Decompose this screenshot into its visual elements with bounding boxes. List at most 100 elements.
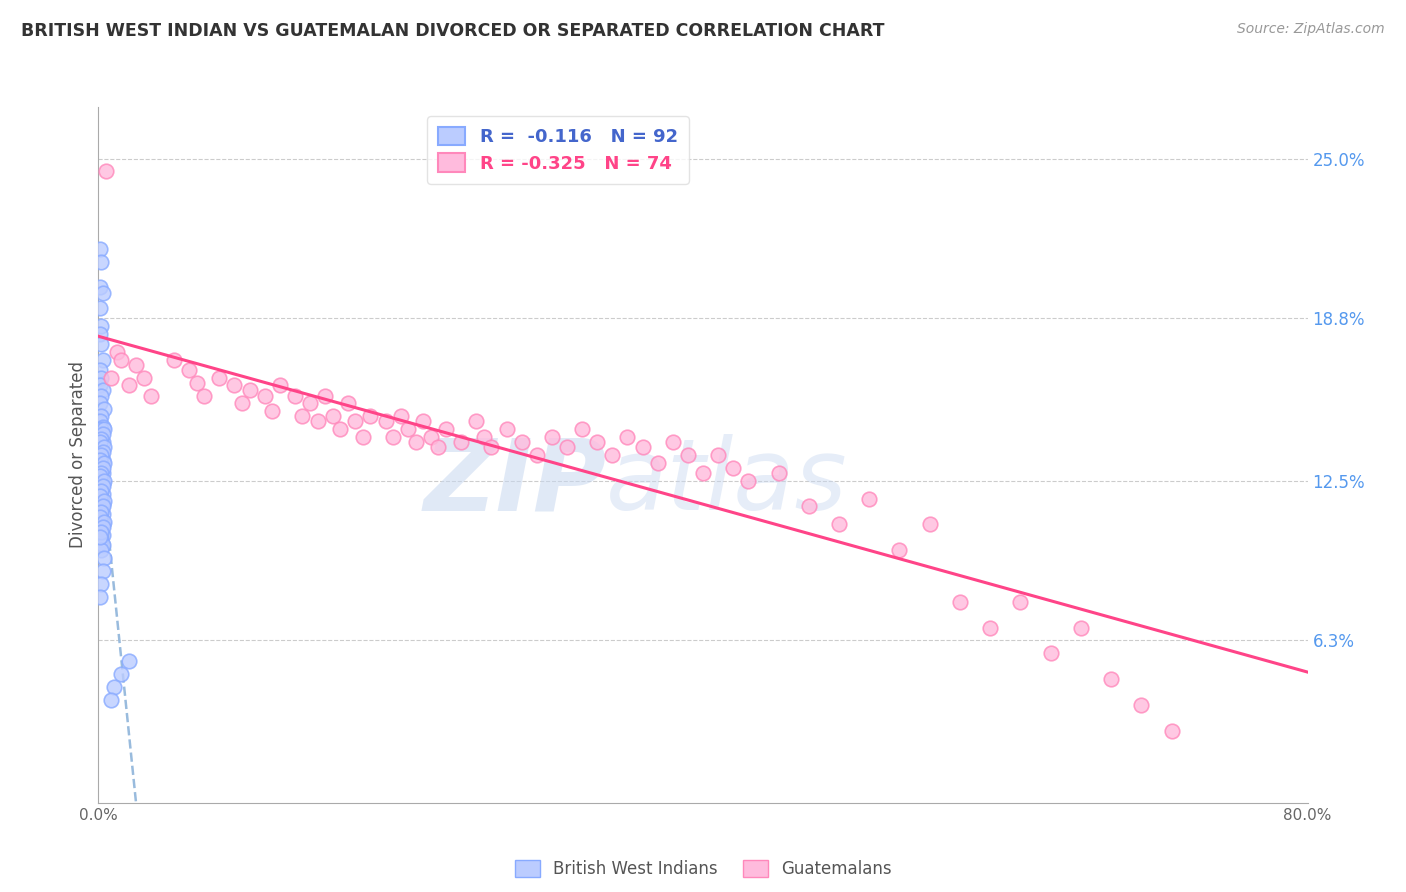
Point	[110, 667, 132, 681]
Point	[91, 500, 114, 514]
Point	[90, 483, 112, 498]
Point	[90, 389, 112, 403]
Point	[89, 453, 111, 467]
Point	[336, 396, 359, 410]
Point	[93, 440, 115, 454]
Point	[93, 456, 115, 470]
Point	[481, 440, 503, 454]
Point	[90, 254, 112, 268]
Point	[89, 363, 111, 377]
Point	[110, 352, 132, 367]
Point	[389, 409, 412, 424]
Point	[91, 435, 114, 450]
Point	[291, 409, 314, 424]
Point	[322, 409, 344, 424]
Point	[89, 435, 111, 450]
Point	[90, 463, 112, 477]
Point	[103, 680, 125, 694]
Point	[602, 448, 624, 462]
Point	[1070, 621, 1092, 635]
Point	[89, 523, 111, 537]
Point	[631, 440, 654, 454]
Point	[94, 164, 117, 178]
Point	[465, 414, 488, 428]
Point	[90, 471, 112, 485]
Point	[676, 448, 699, 462]
Text: Source: ZipAtlas.com: Source: ZipAtlas.com	[1237, 22, 1385, 37]
Point	[90, 466, 112, 480]
Point	[262, 404, 284, 418]
Point	[91, 453, 114, 467]
Point	[208, 370, 231, 384]
Point	[91, 445, 114, 459]
Point	[93, 494, 115, 508]
Point	[374, 414, 396, 428]
Text: ZIP: ZIP	[423, 434, 606, 532]
Point	[91, 517, 114, 532]
Point	[284, 389, 307, 403]
Point	[707, 448, 730, 462]
Point	[90, 445, 112, 459]
Point	[91, 564, 114, 578]
Point	[163, 352, 186, 367]
Point	[90, 422, 112, 436]
Point	[768, 466, 790, 480]
Point	[510, 435, 533, 450]
Point	[89, 590, 111, 604]
Point	[91, 528, 114, 542]
Point	[89, 489, 111, 503]
Point	[89, 378, 111, 392]
Point	[647, 456, 669, 470]
Point	[1099, 672, 1122, 686]
Point	[91, 476, 114, 491]
Point	[90, 409, 112, 424]
Point	[105, 344, 128, 359]
Point	[89, 530, 111, 544]
Point	[299, 396, 322, 410]
Point	[91, 520, 114, 534]
Point	[1160, 723, 1182, 738]
Point	[93, 401, 115, 416]
Point	[472, 430, 495, 444]
Point	[89, 474, 111, 488]
Point	[93, 474, 115, 488]
Point	[405, 435, 427, 450]
Point	[737, 474, 759, 488]
Point	[90, 500, 112, 514]
Point	[420, 430, 443, 444]
Point	[89, 489, 111, 503]
Point	[89, 494, 111, 508]
Point	[314, 389, 336, 403]
Point	[89, 242, 111, 256]
Point	[89, 414, 111, 428]
Point	[231, 396, 253, 410]
Point	[90, 483, 112, 498]
Point	[89, 301, 111, 315]
Y-axis label: Divorced or Separated: Divorced or Separated	[69, 361, 87, 549]
Point	[90, 512, 112, 526]
Point	[91, 497, 114, 511]
Point	[90, 433, 112, 447]
Point	[918, 517, 941, 532]
Point	[269, 378, 291, 392]
Text: atlas: atlas	[606, 434, 848, 532]
Point	[93, 422, 115, 436]
Point	[344, 414, 367, 428]
Point	[427, 440, 450, 454]
Point	[91, 384, 114, 398]
Point	[412, 414, 434, 428]
Point	[89, 427, 111, 442]
Point	[90, 319, 112, 334]
Point	[89, 515, 111, 529]
Point	[396, 422, 419, 436]
Point	[90, 576, 112, 591]
Point	[91, 352, 114, 367]
Point	[100, 370, 122, 384]
Point	[89, 468, 111, 483]
Point	[118, 378, 141, 392]
Text: BRITISH WEST INDIAN VS GUATEMALAN DIVORCED OR SEPARATED CORRELATION CHART: BRITISH WEST INDIAN VS GUATEMALAN DIVORC…	[21, 22, 884, 40]
Point	[692, 466, 714, 480]
Point	[90, 491, 112, 506]
Point	[949, 595, 972, 609]
Point	[555, 440, 578, 454]
